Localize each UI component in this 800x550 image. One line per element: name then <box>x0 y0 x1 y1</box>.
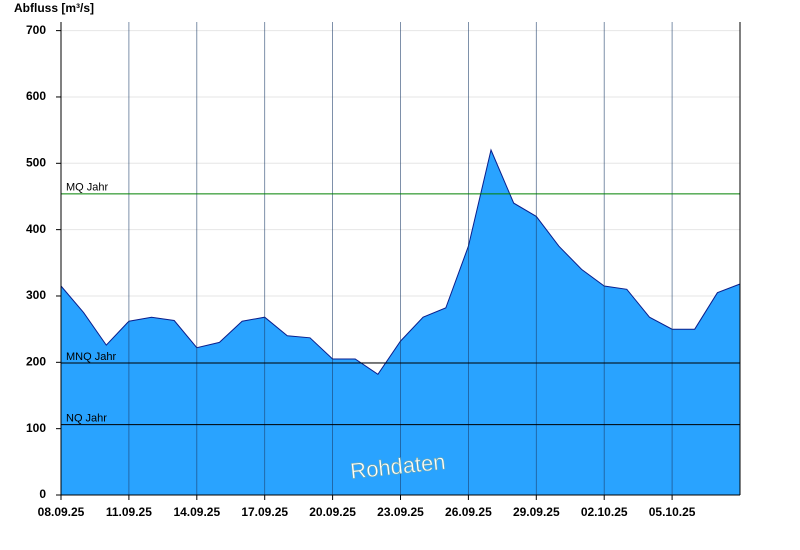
y-tick-label: 500 <box>26 155 46 169</box>
reference-label: MNQ Jahr <box>66 351 116 363</box>
reference-label: MQ Jahr <box>66 182 109 194</box>
x-tick-label: 20.09.25 <box>309 505 356 519</box>
x-tick-label: 29.09.25 <box>513 505 560 519</box>
x-tick-label: 23.09.25 <box>377 505 424 519</box>
x-tick-label: 14.09.25 <box>173 505 220 519</box>
y-tick-label: 100 <box>26 421 46 435</box>
y-tick-label: 200 <box>26 354 46 368</box>
x-tick-label: 08.09.25 <box>38 505 85 519</box>
y-tick-label: 0 <box>39 487 46 501</box>
area <box>61 150 740 495</box>
x-tick-label: 02.10.25 <box>581 505 628 519</box>
x-tick-label: 11.09.25 <box>106 505 152 519</box>
y-axis-label: Abfluss [m³/s] <box>14 1 94 15</box>
x-tick-label: 26.09.25 <box>445 505 492 519</box>
y-tick-label: 700 <box>26 23 46 37</box>
y-tick-label: 400 <box>26 222 46 236</box>
x-tick-label: 17.09.25 <box>241 505 288 519</box>
y-tick-label: 600 <box>26 89 46 103</box>
y-tick-label: 300 <box>26 288 46 302</box>
x-tick-label: 05.10.25 <box>649 505 696 519</box>
reference-label: NQ Jahr <box>66 413 107 425</box>
